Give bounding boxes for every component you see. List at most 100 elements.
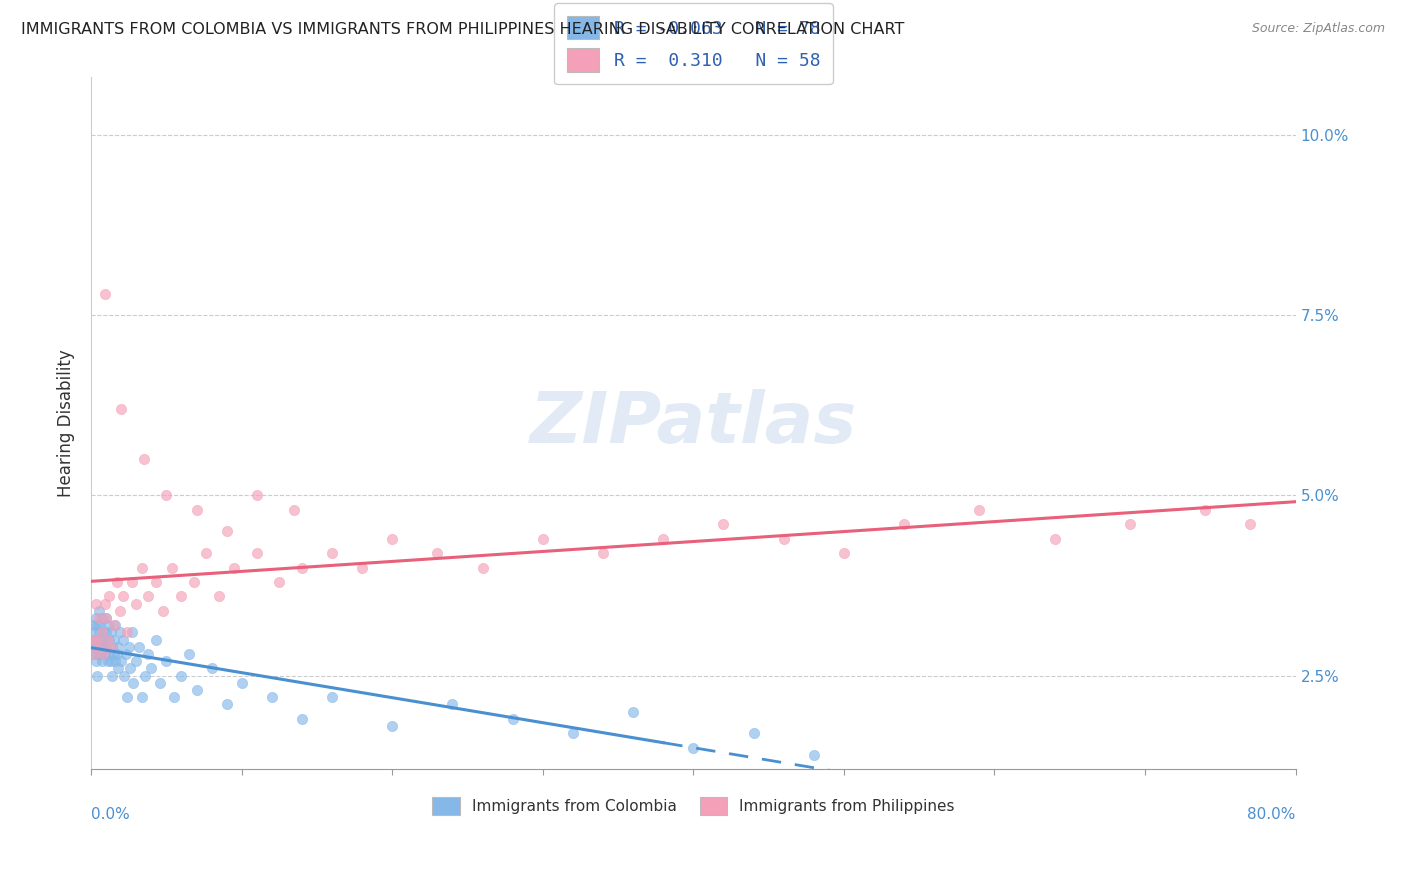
Point bbox=[90, 611, 112, 625]
Point bbox=[101, 640, 124, 654]
Point bbox=[89, 647, 111, 661]
Point bbox=[117, 625, 139, 640]
Point bbox=[87, 625, 110, 640]
Point bbox=[131, 560, 153, 574]
Point bbox=[155, 488, 177, 502]
Point bbox=[96, 640, 118, 654]
Point bbox=[162, 560, 184, 574]
Point bbox=[107, 661, 129, 675]
Point bbox=[111, 632, 134, 647]
Point bbox=[321, 690, 343, 705]
Point bbox=[426, 546, 449, 560]
Point bbox=[441, 698, 464, 712]
Point bbox=[132, 452, 155, 467]
Point bbox=[561, 726, 583, 740]
Point bbox=[90, 654, 112, 668]
Point bbox=[186, 683, 208, 698]
Point bbox=[96, 611, 118, 625]
Point bbox=[104, 654, 127, 668]
Point bbox=[103, 618, 125, 632]
Point bbox=[108, 625, 131, 640]
Text: ZIPatlas: ZIPatlas bbox=[530, 389, 858, 458]
Point bbox=[742, 726, 765, 740]
Point bbox=[91, 625, 114, 640]
Point bbox=[1239, 517, 1261, 532]
Point bbox=[531, 532, 554, 546]
Point bbox=[186, 503, 208, 517]
Point bbox=[155, 654, 177, 668]
Point bbox=[84, 597, 107, 611]
Point bbox=[121, 574, 143, 589]
Point bbox=[283, 503, 305, 517]
Point bbox=[93, 647, 115, 661]
Point bbox=[108, 604, 131, 618]
Point bbox=[122, 675, 145, 690]
Point bbox=[120, 661, 142, 675]
Point bbox=[118, 640, 141, 654]
Point bbox=[83, 625, 105, 640]
Point bbox=[100, 625, 122, 640]
Point bbox=[291, 560, 314, 574]
Point bbox=[84, 632, 107, 647]
Point bbox=[291, 712, 314, 726]
Point bbox=[170, 668, 193, 682]
Point bbox=[145, 632, 167, 647]
Point bbox=[103, 647, 125, 661]
Point bbox=[145, 574, 167, 589]
Point bbox=[231, 675, 253, 690]
Point bbox=[98, 632, 121, 647]
Point bbox=[91, 647, 114, 661]
Point bbox=[832, 546, 855, 560]
Point bbox=[170, 590, 193, 604]
Point bbox=[86, 618, 108, 632]
Point bbox=[208, 590, 231, 604]
Point bbox=[713, 517, 735, 532]
Point bbox=[82, 632, 104, 647]
Point bbox=[682, 740, 704, 755]
Y-axis label: Hearing Disability: Hearing Disability bbox=[58, 350, 75, 497]
Point bbox=[98, 647, 121, 661]
Point bbox=[177, 647, 200, 661]
Point bbox=[969, 503, 991, 517]
Point bbox=[352, 560, 374, 574]
Point bbox=[128, 640, 150, 654]
Point bbox=[152, 604, 174, 618]
Point bbox=[97, 618, 120, 632]
Point bbox=[87, 604, 110, 618]
Point bbox=[105, 647, 128, 661]
Point bbox=[183, 574, 205, 589]
Point bbox=[82, 647, 104, 661]
Point bbox=[224, 560, 246, 574]
Point bbox=[381, 719, 404, 733]
Point bbox=[134, 668, 156, 682]
Point bbox=[86, 632, 108, 647]
Point bbox=[215, 524, 238, 539]
Point bbox=[652, 532, 675, 546]
Point bbox=[121, 625, 143, 640]
Point bbox=[86, 647, 108, 661]
Point bbox=[246, 546, 269, 560]
Point bbox=[82, 632, 104, 647]
Point bbox=[803, 747, 825, 762]
Point bbox=[83, 640, 105, 654]
Point bbox=[260, 690, 283, 705]
Point bbox=[246, 488, 269, 502]
Point bbox=[104, 618, 127, 632]
Point bbox=[93, 286, 115, 301]
Point bbox=[87, 640, 110, 654]
Point bbox=[381, 532, 404, 546]
Point bbox=[1043, 532, 1066, 546]
Point bbox=[592, 546, 614, 560]
Point bbox=[141, 661, 163, 675]
Point bbox=[101, 668, 124, 682]
Point bbox=[471, 560, 494, 574]
Point bbox=[621, 705, 644, 719]
Point bbox=[96, 625, 118, 640]
Point bbox=[98, 590, 121, 604]
Point bbox=[90, 625, 112, 640]
Point bbox=[149, 675, 172, 690]
Point bbox=[125, 654, 148, 668]
Point bbox=[89, 618, 111, 632]
Point bbox=[131, 690, 153, 705]
Point bbox=[89, 640, 111, 654]
